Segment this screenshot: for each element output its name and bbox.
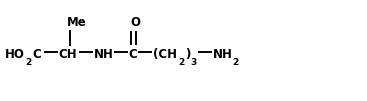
Text: HO: HO <box>4 48 24 61</box>
Text: 2: 2 <box>25 58 31 67</box>
Text: C: C <box>128 48 137 61</box>
Text: 2: 2 <box>232 58 239 67</box>
Text: C: C <box>32 48 41 61</box>
Text: NH: NH <box>94 48 114 61</box>
Text: (CH: (CH <box>153 48 177 61</box>
Text: CH: CH <box>59 48 77 61</box>
Text: 3: 3 <box>191 58 197 67</box>
Text: 2: 2 <box>178 58 185 67</box>
Text: Me: Me <box>67 16 87 29</box>
Text: ): ) <box>185 48 190 61</box>
Text: NH: NH <box>213 48 233 61</box>
Text: O: O <box>131 16 141 29</box>
